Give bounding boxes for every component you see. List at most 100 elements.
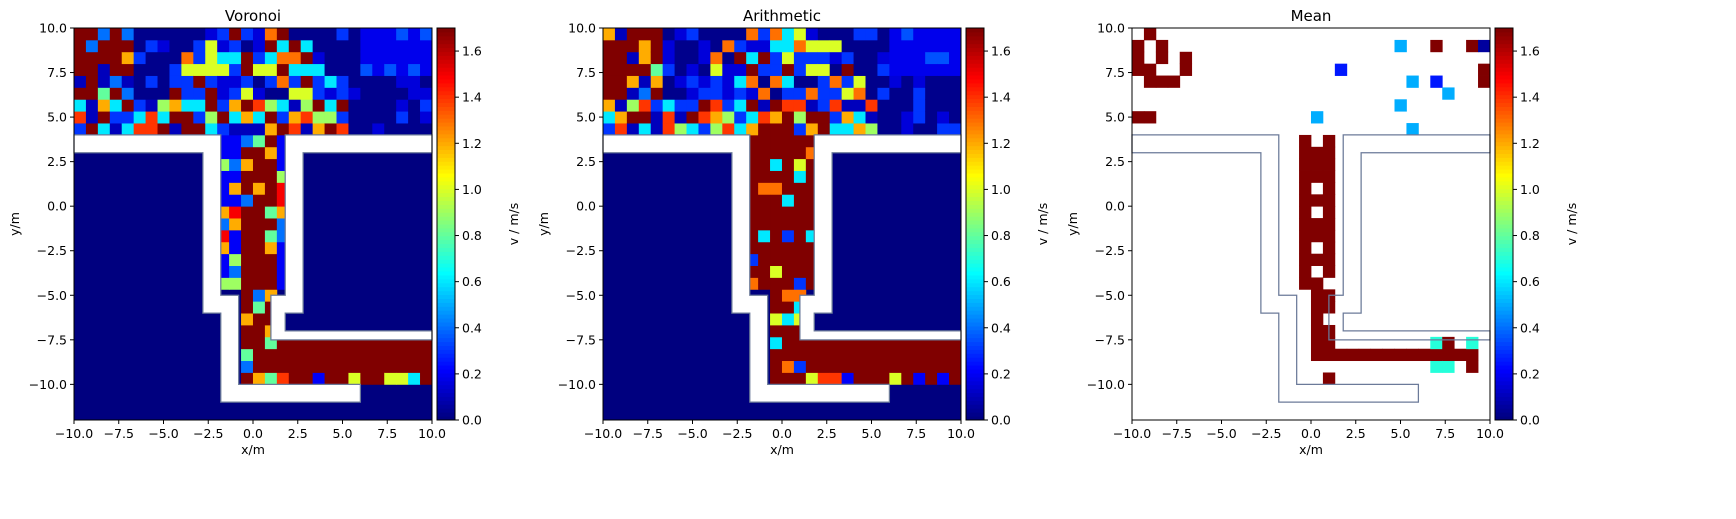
heatmap-cell [829, 87, 843, 100]
heatmap-cell [949, 123, 962, 136]
heatmap-cell [614, 99, 628, 112]
heatmap-cell [877, 87, 890, 100]
heatmap-cell [1310, 289, 1324, 302]
heatmap-cell [853, 99, 866, 112]
heatmap-cell [1310, 301, 1324, 314]
heatmap-cell [205, 39, 218, 53]
heatmap-cell [420, 372, 433, 385]
colorbar-tick-label: 0.8 [462, 228, 482, 243]
heatmap-cell [913, 123, 926, 136]
colorbar-segment [1495, 318, 1513, 323]
heatmap-cell [384, 372, 397, 385]
heatmap-cell [74, 51, 87, 65]
heatmap-cell [1466, 360, 1479, 373]
heatmap-cell [169, 51, 182, 65]
heatmap-cell [758, 28, 771, 41]
heatmap-cell [288, 39, 302, 53]
heatmap-cell [408, 348, 421, 362]
heatmap-cell [781, 313, 795, 326]
heatmap-cell [348, 372, 361, 385]
heatmap-cell [877, 63, 890, 76]
heatmap-cell [781, 218, 795, 231]
heatmap-cell [241, 75, 254, 88]
y-tick-label: 0.0 [1105, 199, 1125, 214]
heatmap-cell [638, 75, 652, 88]
heatmap-cell [121, 63, 135, 76]
panel-arithmetic: −10.0 −7.5 −5.0 −2.5 0.0 2.5 5.0 7.5 10.0 10.0 7.5… [536, 7, 1050, 457]
heatmap-cell [626, 39, 640, 53]
colorbar-segment [437, 184, 455, 190]
x-tick-label: 2.5 [1346, 426, 1366, 441]
colorbar-segment [966, 90, 984, 96]
heatmap-cell [889, 99, 902, 112]
colorbar-segment [437, 208, 455, 213]
heatmap-cell [770, 39, 783, 53]
heatmap-cell [841, 348, 854, 362]
heatmap-cell [229, 241, 242, 255]
heatmap-cell [420, 28, 433, 41]
heatmap-cell [758, 277, 771, 290]
heatmap-cell [252, 39, 266, 53]
colorbar-segment [966, 263, 984, 268]
colorbar-segment [966, 43, 984, 49]
heatmap-cell [300, 75, 314, 88]
colorbar-segment [966, 255, 984, 260]
heatmap-cell [252, 134, 266, 148]
x-tick-label: −2.5 [193, 426, 223, 441]
heatmap-cell [252, 146, 266, 160]
heatmap-cell [1143, 75, 1157, 88]
x-tick-label: 10.0 [1476, 426, 1504, 441]
heatmap-cell [949, 28, 962, 41]
heatmap-cell [781, 206, 795, 219]
heatmap-cell [793, 206, 807, 219]
heatmap-cell [205, 87, 218, 100]
heatmap-cell [674, 111, 687, 124]
colorbar-segment [966, 28, 984, 33]
heatmap-cell [770, 241, 783, 255]
heatmap-cell [312, 360, 325, 373]
colorbar-segment [437, 75, 455, 80]
heatmap-cell [288, 360, 302, 373]
heatmap-cell [1322, 218, 1336, 231]
heatmap-cell [817, 63, 831, 76]
colorbar-segment [1495, 153, 1513, 158]
heatmap-cell [241, 111, 254, 124]
heatmap-cell [74, 123, 87, 136]
heatmap-cell [264, 63, 278, 76]
colorbar-segment [1495, 43, 1513, 49]
heatmap-cell [686, 99, 699, 112]
colorbar-segment [437, 196, 455, 201]
heatmap-cell [793, 51, 807, 65]
heatmap-cell [686, 87, 699, 100]
heatmap-cell [758, 146, 771, 160]
heatmap-cell [109, 28, 123, 41]
heatmap-cell [603, 123, 616, 136]
heatmap-cell [408, 360, 421, 373]
colorbar-segment [1495, 102, 1513, 107]
y-tick-label: −10.0 [1087, 377, 1125, 392]
heatmap-cell [626, 99, 640, 112]
colorbar-segment [437, 176, 455, 182]
heatmap-cell [1155, 51, 1169, 65]
heatmap-cell [650, 28, 664, 41]
heatmap-cell [841, 99, 854, 112]
heatmap-cell [396, 111, 409, 124]
heatmap-cell [396, 75, 409, 88]
heatmap-cell [662, 63, 675, 76]
colorbar-label: v / m/s [506, 203, 521, 245]
heatmap-cell [193, 111, 206, 124]
colorbar-segment [1495, 282, 1513, 288]
heatmap-cell [300, 39, 314, 53]
heatmap-cell [781, 75, 795, 88]
colorbar-segment [1495, 216, 1513, 221]
colorbar-segment [1495, 325, 1513, 331]
heatmap-cell [1143, 111, 1157, 124]
colorbar-segment [1495, 220, 1513, 225]
heatmap-cell [252, 51, 266, 65]
heatmap-cell [324, 39, 337, 53]
colorbar-segment [437, 247, 455, 252]
heatmap-cell [217, 123, 230, 136]
heatmap-cell [758, 194, 771, 207]
colorbar-segment [1495, 329, 1513, 335]
heatmap-cell [949, 348, 962, 362]
